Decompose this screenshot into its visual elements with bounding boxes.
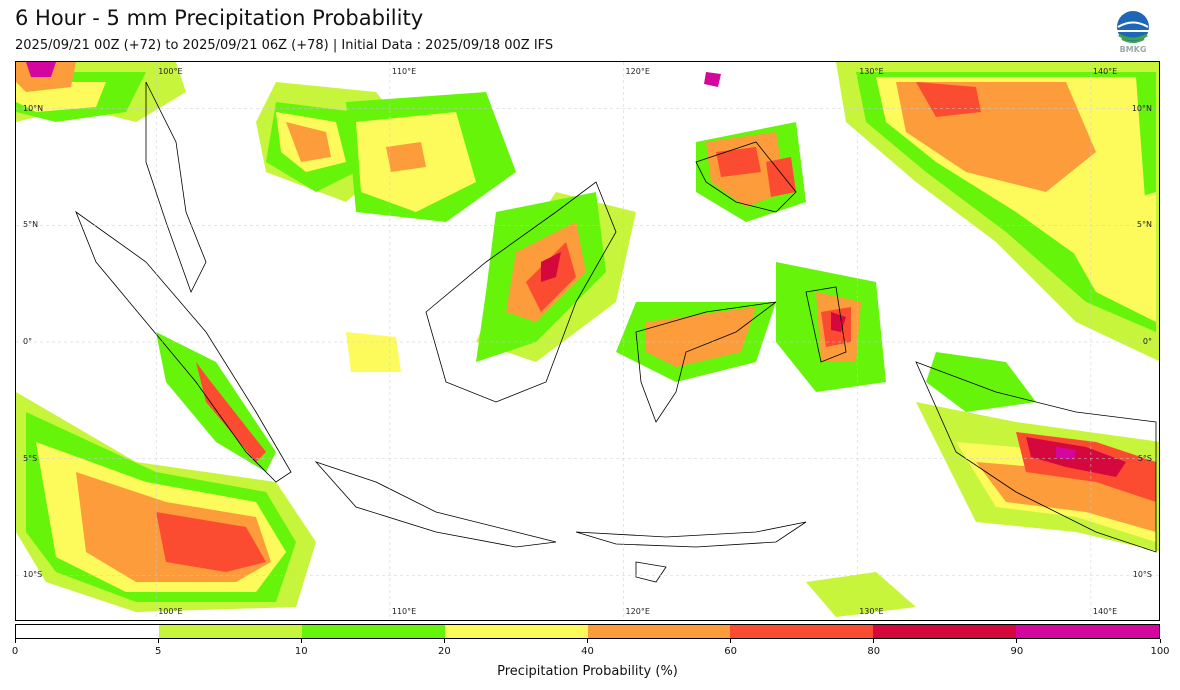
colorbar-tick-label: 0 (11, 646, 19, 657)
colorbar-tick (157, 639, 159, 643)
colorbar-tick (873, 639, 875, 643)
colorbar-tick (14, 639, 16, 643)
lat-label-left: 10°S (23, 570, 43, 580)
lon-label-top: 120°E (625, 67, 650, 76)
chart-subtitle: 2025/09/21 00Z (+72) to 2025/09/21 06Z (… (15, 38, 554, 53)
lon-label-bottom: 110°E (391, 607, 417, 616)
lat-label-right: 0° (1142, 337, 1152, 346)
lat-label-left: 5°S (23, 453, 38, 463)
precip-layer-80 (541, 252, 1126, 477)
colorbar-segment (16, 625, 159, 638)
colorbar-segment (873, 625, 1017, 638)
precip-layer-90 (26, 62, 1076, 460)
map-gridlines (16, 62, 1159, 620)
coastline-layer (75, 81, 1157, 583)
colorbar-tick (1159, 639, 1161, 643)
colorbar-tick-label: 5 (154, 646, 162, 657)
lon-label-bottom: 120°E (625, 607, 650, 616)
colorbar-tick-label: 80 (867, 646, 881, 657)
colorbar-segment (158, 625, 302, 638)
colorbar-tick-label: 40 (581, 646, 594, 657)
colorbar-segment (587, 625, 731, 638)
precipitation-map: 100°E 100°E 110°E 110°E 120°E 120°E 130°E 130°E… (15, 61, 1160, 621)
colorbar-segment (301, 625, 445, 638)
lon-label-top: 130°E (859, 67, 884, 76)
colorbar-tick-label: 60 (724, 646, 737, 657)
colorbar-tick (1016, 639, 1018, 643)
lon-label-bottom: 130°E (859, 607, 884, 616)
lat-label-left: 0° (23, 337, 33, 346)
lat-label-right: 10°S (1132, 570, 1152, 580)
lat-label-left: 5°N (23, 220, 39, 230)
lon-label-top: 110°E (391, 67, 417, 76)
colorbar-segment (444, 625, 588, 638)
colorbar-tick (300, 639, 302, 643)
lon-label-bottom: 100°E (158, 607, 183, 616)
lon-label-top: 140°E (1092, 67, 1118, 76)
colorbar-tick-label: 10 (294, 646, 308, 657)
colorbar-tick (443, 639, 445, 643)
lat-label-right: 10°N (1131, 103, 1152, 113)
bmkg-logo-icon: BMKG (1113, 10, 1153, 56)
colorbar-segment (1016, 625, 1159, 638)
logo-text: BMKG (1119, 45, 1147, 54)
colorbar-tick (587, 639, 588, 643)
chart-title: 6 Hour - 5 mm Precipitation Probability (15, 6, 424, 30)
colorbar-label: Precipitation Probability (%) (497, 664, 678, 679)
colorbar-tick-label: 90 (1010, 646, 1024, 657)
lat-label-right: 5°S (1137, 453, 1152, 463)
colorbar-segment (730, 625, 874, 638)
lat-label-right: 5°N (1136, 220, 1152, 230)
colorbar (15, 624, 1160, 639)
colorbar-tick (730, 639, 732, 643)
lat-label-left: 10°N (23, 103, 44, 113)
colorbar-tick-label: 100 (1150, 646, 1170, 657)
lon-label-bottom: 140°E (1092, 607, 1118, 616)
lon-label-top: 100°E (158, 67, 183, 76)
colorbar-tick-label: 20 (438, 646, 451, 657)
